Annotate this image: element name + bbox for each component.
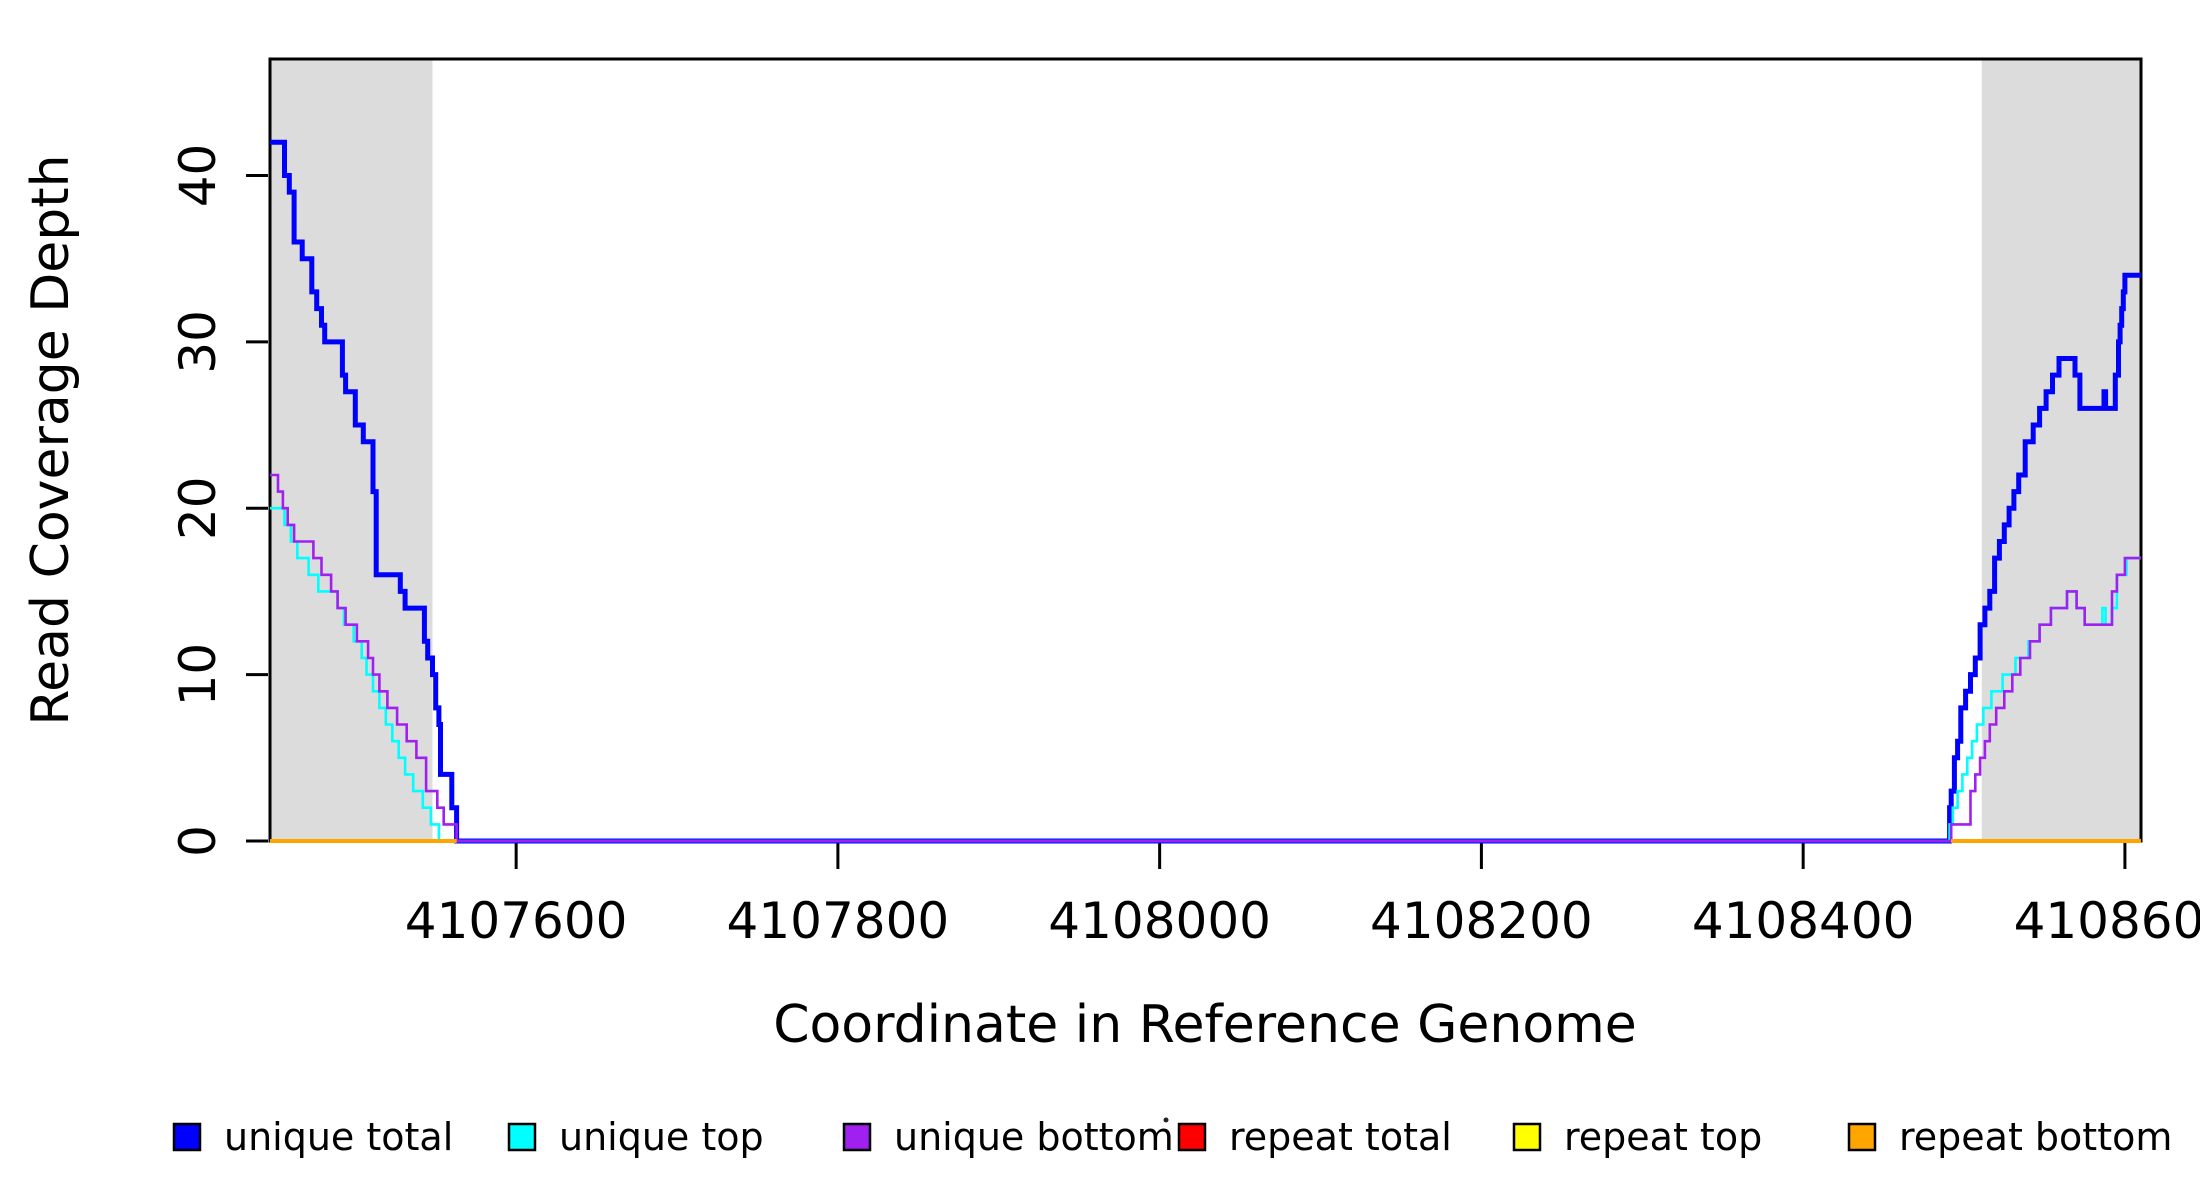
series-line-unique-bottom xyxy=(270,473,2141,843)
legend-swatch-repeat-total xyxy=(1177,1122,1207,1152)
legend-swatch-unique-total xyxy=(172,1122,202,1152)
legend-label-repeat-total: repeat total xyxy=(1229,1115,1452,1159)
left-repeat-shading xyxy=(270,59,433,841)
legend-label-repeat-top: repeat top xyxy=(1564,1115,1762,1159)
x-axis-title: Coordinate in Reference Genome xyxy=(773,995,1637,1055)
x-axis-tick-label: 4107600 xyxy=(405,892,628,950)
series-line-unique-top xyxy=(270,506,2141,843)
y-axis-tick-label: 10 xyxy=(169,643,227,707)
y-axis-tick-label: 20 xyxy=(169,476,227,540)
x-axis-tick-label: 4108200 xyxy=(1370,892,1593,950)
y-axis-tick-label: 30 xyxy=(169,310,227,374)
series-line-unique-total xyxy=(270,139,2141,844)
legend-label-repeat-bottom: repeat bottom xyxy=(1899,1115,2172,1159)
legend-swatch-repeat-bottom xyxy=(1847,1122,1877,1152)
legend-swatch-unique-top xyxy=(507,1122,537,1152)
y-axis-tick-label: 0 xyxy=(169,825,227,857)
legend-swatch-unique-bottom xyxy=(842,1122,872,1152)
x-axis-tick-label: 4108400 xyxy=(1692,892,1915,950)
x-axis-tick-label: 4108000 xyxy=(1048,892,1271,950)
y-axis-tick-label: 40 xyxy=(169,144,227,208)
legend-label-unique-top: unique top xyxy=(559,1115,764,1159)
y-axis-title: Read Coverage Depth xyxy=(21,154,81,725)
legend-label-unique-total: unique total xyxy=(224,1115,453,1159)
plot-box xyxy=(268,57,2143,843)
stray-dot xyxy=(1163,1117,1169,1123)
legend-label-unique-bottom: unique bottom xyxy=(894,1115,1174,1159)
right-repeat-shading xyxy=(1981,59,2141,841)
legend-swatch-repeat-top xyxy=(1512,1122,1542,1152)
x-axis-tick-label: 4107800 xyxy=(727,892,950,950)
